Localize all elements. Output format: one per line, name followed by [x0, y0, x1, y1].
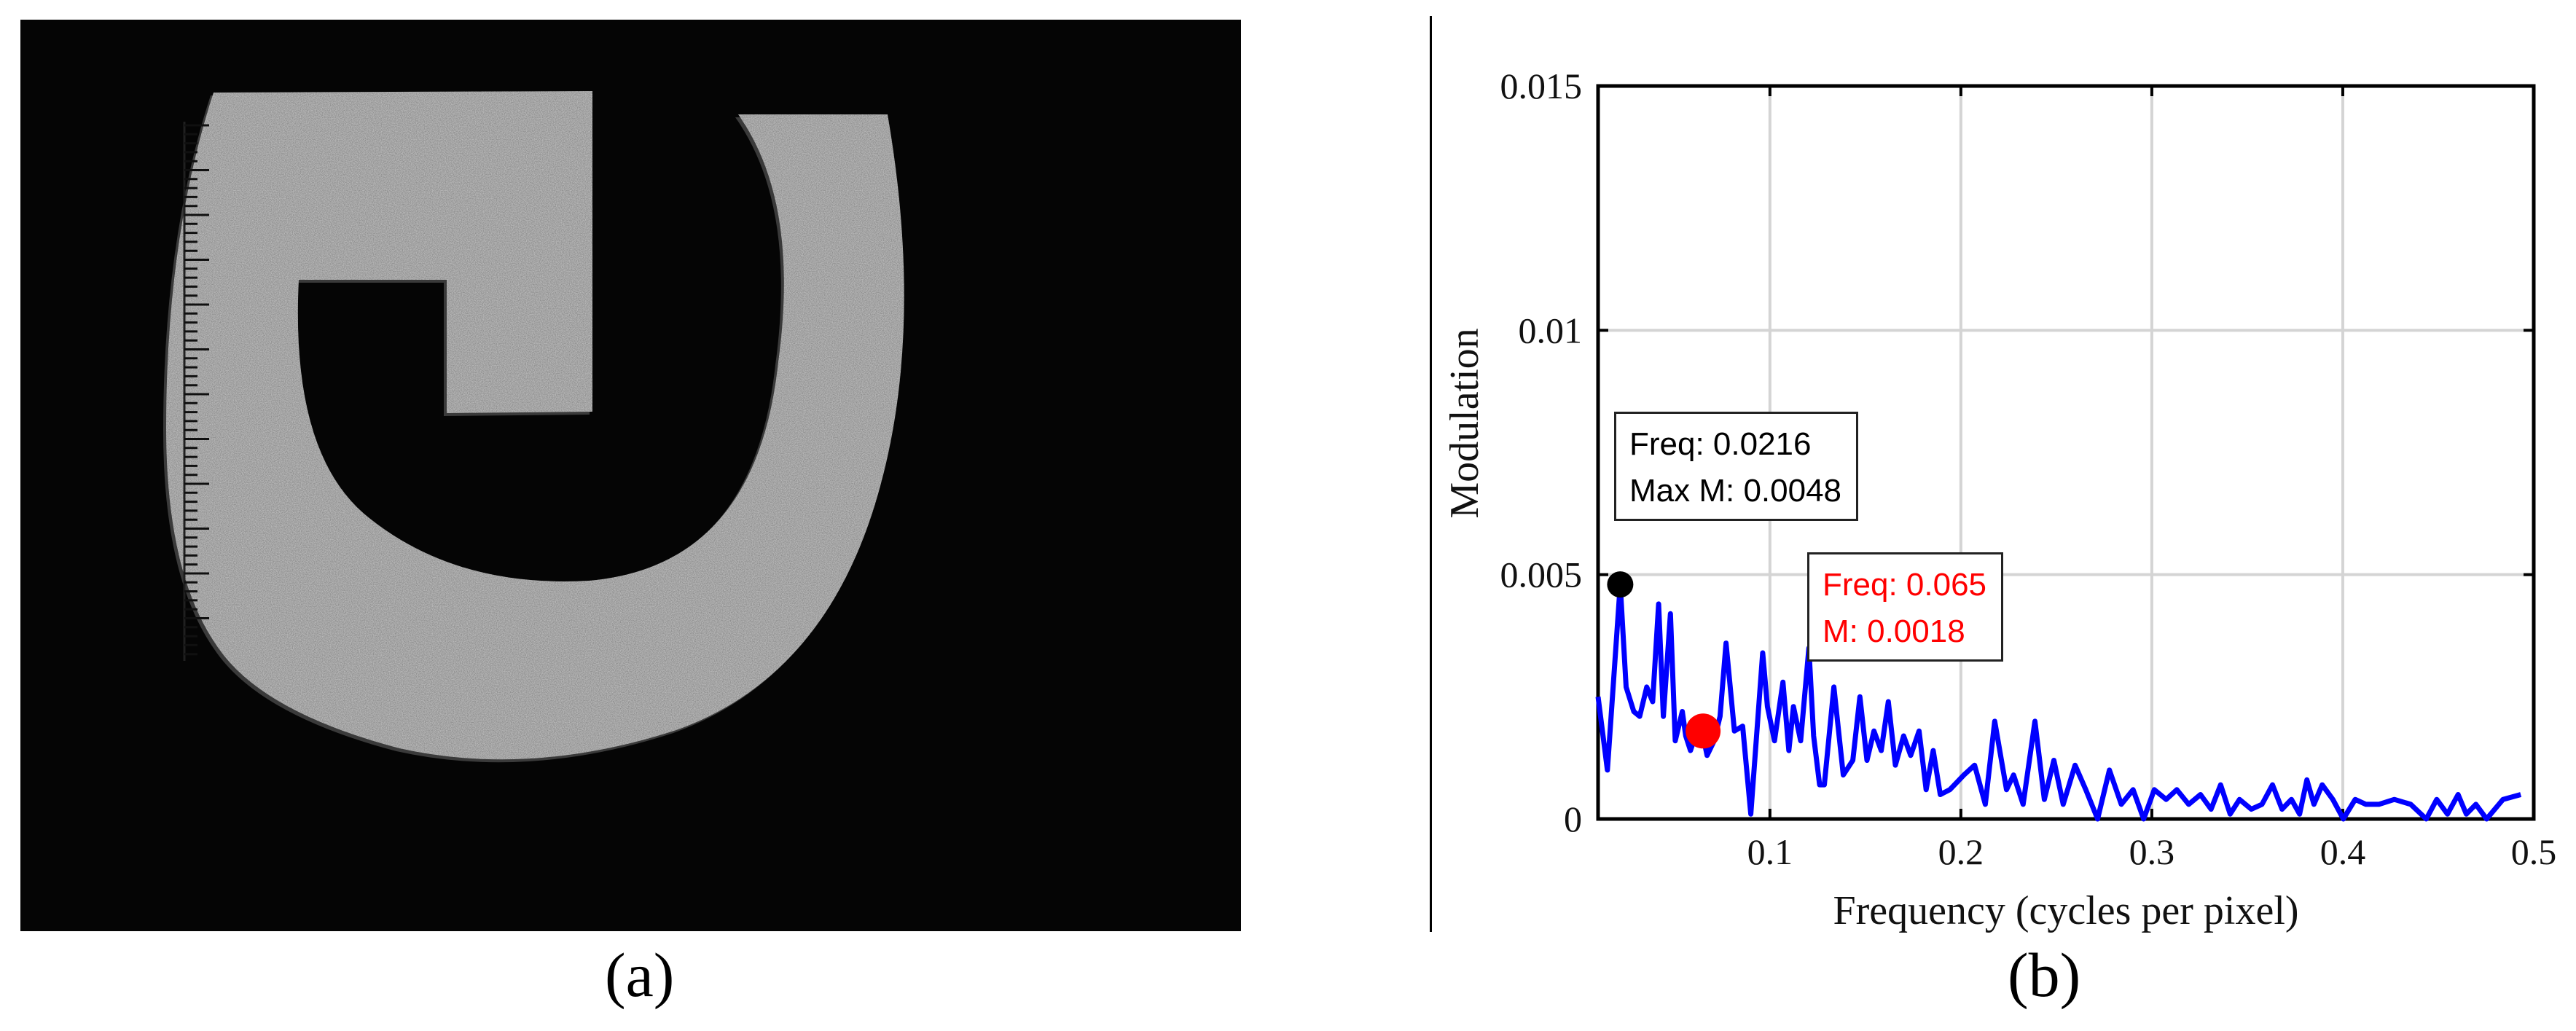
x-tick-label: 0.2	[1938, 831, 1984, 872]
x-tick-label: 0.3	[2129, 831, 2175, 872]
ruler-scale	[183, 122, 209, 661]
modulation-chart: 0.1 0.2 0.3 0.4 0.5 0 0.005 0.01 0.015 Frequency …	[1428, 0, 2576, 1027]
speckle-letter-image	[20, 20, 1241, 931]
y-tick-label: 0.005	[1500, 554, 1583, 595]
max-annotation-mod: Max M: 0.0048	[1629, 473, 1842, 509]
selected-annotation-freq: Freq: 0.065	[1823, 567, 1987, 603]
panel-divider	[1430, 16, 1432, 932]
panel-a-label: (a)	[605, 940, 675, 1010]
y-tick-label: 0.01	[1519, 310, 1583, 350]
y-axis-label: Modulation	[1442, 328, 1487, 518]
chart-svg: 0.1 0.2 0.3 0.4 0.5 0 0.005 0.01 0.015 Frequency …	[1442, 66, 2557, 933]
max-marker	[1607, 571, 1634, 598]
axes-box	[1596, 84, 2536, 821]
selected-annotation-mod: M: 0.0018	[1823, 613, 1965, 649]
y-tick-label: 0	[1564, 799, 1582, 839]
panel-b-label: (b)	[2008, 940, 2081, 1010]
selected-marker	[1686, 713, 1721, 749]
selected-annotation-box: Freq: 0.065 M: 0.0018	[1807, 552, 2004, 662]
modulation-series-line	[1595, 581, 2522, 822]
x-tick-label: 0.4	[2320, 831, 2366, 872]
max-annotation-freq: Freq: 0.0216	[1629, 426, 1812, 462]
max-annotation-box: Freq: 0.0216 Max M: 0.0048	[1614, 412, 1859, 521]
x-tick-label: 0.5	[2511, 831, 2557, 872]
x-tick-label: 0.1	[1747, 831, 1793, 872]
speckle-image	[20, 20, 1241, 931]
y-tick-label: 0.015	[1500, 66, 1583, 106]
x-axis-label: Frequency (cycles per pixel)	[1833, 888, 2298, 933]
